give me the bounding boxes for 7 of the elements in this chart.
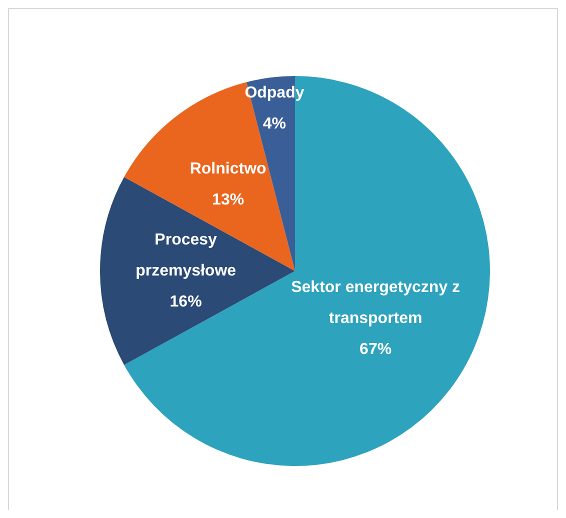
slice-label: Sektor energetyczny z transportem [291, 279, 460, 328]
slice-label: Procesy przemysłowe [136, 231, 236, 280]
slice-label: Rolnictwo [190, 160, 267, 178]
data-label: 13% [212, 192, 244, 209]
data-label: 67% [360, 341, 392, 358]
data-label: 4% [262, 115, 286, 132]
data-label: 16% [170, 293, 202, 310]
